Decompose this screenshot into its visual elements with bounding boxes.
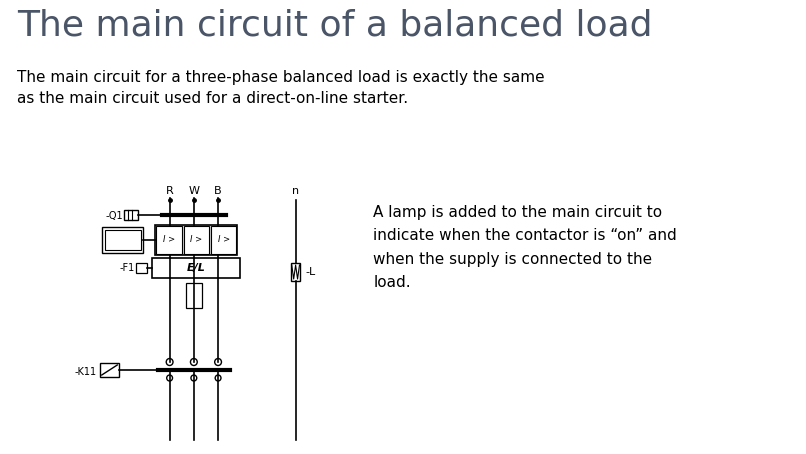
- Bar: [105, 230, 140, 250]
- Text: A lamp is added to the main circuit to
indicate when the contactor is “on” and
w: A lamp is added to the main circuit to i…: [373, 205, 677, 290]
- Bar: [152, 258, 240, 278]
- Bar: [186, 283, 202, 308]
- Text: I >: I >: [190, 236, 202, 245]
- Bar: [211, 226, 236, 254]
- Bar: [156, 226, 181, 254]
- Bar: [184, 226, 209, 254]
- Text: E/L: E/L: [187, 263, 206, 273]
- Text: -Q1: -Q1: [106, 211, 123, 221]
- Bar: [102, 227, 143, 253]
- Text: W: W: [189, 186, 199, 196]
- Bar: [100, 363, 119, 377]
- Text: -K11: -K11: [75, 367, 97, 377]
- Text: B: B: [214, 186, 222, 196]
- Text: I >: I >: [163, 236, 175, 245]
- Bar: [291, 263, 301, 281]
- Text: n: n: [292, 186, 299, 196]
- Bar: [155, 225, 238, 255]
- Text: -L: -L: [305, 267, 316, 277]
- Text: The main circuit for a three-phase balanced load is exactly the same
as the main: The main circuit for a three-phase balan…: [18, 70, 545, 106]
- Text: -F1: -F1: [119, 263, 135, 273]
- Bar: [135, 263, 147, 273]
- Text: The main circuit of a balanced load: The main circuit of a balanced load: [18, 8, 653, 42]
- Text: I >: I >: [218, 236, 230, 245]
- Bar: [124, 210, 138, 220]
- Text: R: R: [166, 186, 173, 196]
